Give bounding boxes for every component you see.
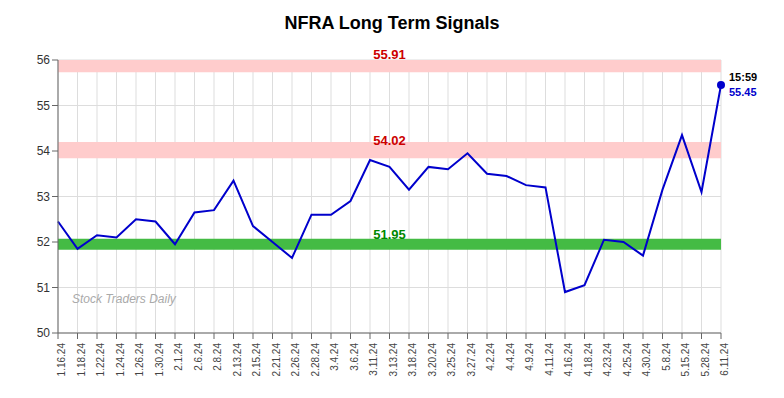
svg-text:1.22.24: 1.22.24 [95,343,106,377]
svg-text:4.2.24: 4.2.24 [485,343,496,371]
svg-text:2.15.24: 2.15.24 [251,343,262,377]
html-text:NFRA Long Term Signals: NFRA Long Term Signals [284,13,500,33]
svg-text:5.15.24: 5.15.24 [680,343,691,377]
svg-text:3.4.24: 3.4.24 [329,343,340,371]
svg-text:4.18.24: 4.18.24 [583,343,594,377]
svg-text:4.9.24: 4.9.24 [524,343,535,371]
svg-text:3.6.24: 3.6.24 [349,343,360,371]
svg-text:4.23.24: 4.23.24 [602,343,613,377]
svg-text:1.30.24: 1.30.24 [154,343,165,377]
svg-text:2.28.24: 2.28.24 [310,343,321,377]
svg-text:1.18.24: 1.18.24 [76,343,87,377]
svg-text:1.26.24: 1.26.24 [134,343,145,377]
svg-text:53: 53 [37,190,51,204]
svg-text:56: 56 [37,53,51,67]
svg-text:4.4.24: 4.4.24 [505,343,516,371]
svg-text:3.25.24: 3.25.24 [446,343,457,377]
svg-text:2.26.24: 2.26.24 [290,343,301,377]
svg-text:4.25.24: 4.25.24 [622,343,633,377]
svg-text:55: 55 [37,99,51,113]
svg-text:4.30.24: 4.30.24 [641,343,652,377]
svg-text:2.8.24: 2.8.24 [212,343,223,371]
svg-text:51.95: 51.95 [373,227,406,242]
svg-text:4.11.24: 4.11.24 [544,343,555,376]
svg-text:3.11.24: 3.11.24 [368,343,379,376]
svg-text:3.18.24: 3.18.24 [407,343,418,377]
html-text:Stock Traders Daily: Stock Traders Daily [72,292,176,307]
svg-text:54.02: 54.02 [373,133,406,148]
svg-text:55.45: 55.45 [729,86,757,98]
svg-text:2.1.24: 2.1.24 [173,343,184,371]
svg-text:3.20.24: 3.20.24 [427,343,438,377]
svg-text:1.16.24: 1.16.24 [56,343,67,377]
svg-text:15:59: 15:59 [729,71,757,83]
svg-text:55.91: 55.91 [373,47,406,62]
svg-text:5.8.24: 5.8.24 [661,343,672,371]
svg-text:50: 50 [37,326,51,340]
svg-text:4.16.24: 4.16.24 [563,343,574,377]
svg-text:2.13.24: 2.13.24 [232,343,243,377]
svg-text:1.24.24: 1.24.24 [115,343,126,377]
svg-text:2.6.24: 2.6.24 [193,343,204,371]
svg-text:3.27.24: 3.27.24 [466,343,477,377]
svg-text:2.21.24: 2.21.24 [271,343,282,377]
svg-text:51: 51 [37,281,51,295]
svg-text:3.13.24: 3.13.24 [388,343,399,377]
svg-text:54: 54 [37,144,51,158]
svg-text:5.28.24: 5.28.24 [700,343,711,377]
svg-text:6.11.24: 6.11.24 [719,343,730,376]
svg-text:52: 52 [37,235,51,249]
